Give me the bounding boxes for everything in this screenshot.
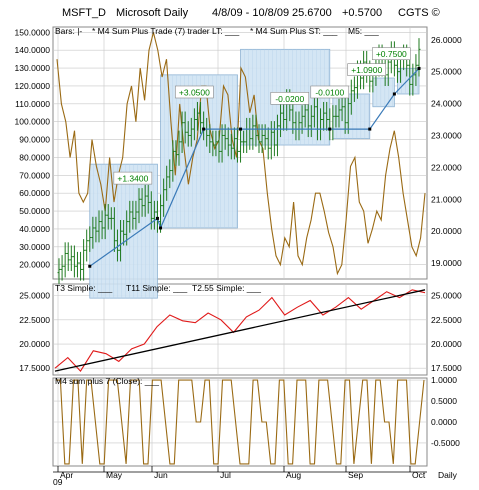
callout-box xyxy=(270,92,310,105)
x-tick-label: Jun xyxy=(154,470,168,480)
legend-m4-sum: M4 sum plus 7 (Close): ___ xyxy=(55,376,159,386)
x-tick-label: Sep xyxy=(348,470,363,480)
x-tick-label: Jul xyxy=(220,470,231,480)
chart-copyright: CGTS © xyxy=(398,7,440,19)
p2-right-tick: 25.0000 xyxy=(431,291,462,301)
chart-price-change: +0.5700 xyxy=(342,7,382,19)
p3-right-tick: 0.0000 xyxy=(431,417,457,427)
candles xyxy=(57,38,421,284)
trade-node xyxy=(328,127,332,131)
axis-ticks: 150.0000 140.0000 130.0000 120.0000 110.0000… xyxy=(15,27,462,448)
t-panel-series xyxy=(54,289,426,372)
trade-node xyxy=(417,66,421,70)
legend-t11: T11 Simple: ___ xyxy=(126,283,188,293)
callout-label: -0.0200 xyxy=(275,94,304,104)
trade-node xyxy=(155,216,159,220)
t11-line xyxy=(54,289,426,372)
p2-right-tick: 22.5000 xyxy=(431,315,462,325)
x-tick-label: Aug xyxy=(286,470,301,480)
left-tick-label: 90.0000 xyxy=(19,135,50,145)
t3-line xyxy=(54,289,426,372)
p2-left-tick: 20.0000 xyxy=(19,339,50,349)
legend-t3: T3 Simple: ___ xyxy=(55,283,112,293)
legend-t255: T2.55 Simple: ___ xyxy=(192,283,261,293)
right-tick-label: 22.0000 xyxy=(431,162,462,172)
trade-node xyxy=(392,92,396,96)
right-tick-label: 25.0000 xyxy=(431,67,462,77)
callout-box xyxy=(113,171,153,185)
legend-m4-trade: * M4 Sum Plus Trade (7) trader LT: ___ xyxy=(92,26,240,36)
right-tick-label: 19.0000 xyxy=(431,258,462,268)
chart-last-price: 25.6700 xyxy=(292,7,332,19)
chart-symbol: MSFT_D xyxy=(62,7,106,19)
legend-bars: Bars: |- xyxy=(55,26,82,36)
callout-box xyxy=(175,85,214,99)
trade-callouts: +1.3400 +3.0500 -0.0200 -0.0100 +1.0900 +0.75… xyxy=(113,47,411,185)
p2-left-tick: 22.5000 xyxy=(19,315,50,325)
left-tick-label: 120.0000 xyxy=(15,81,51,91)
trade-node xyxy=(202,127,206,131)
trade-node xyxy=(239,127,243,131)
grid-lines xyxy=(53,27,427,466)
x-axis: Apr May Jun Jul Aug Sep Oct xyxy=(53,466,427,480)
trade-node xyxy=(368,127,372,131)
left-tick-label: 70.0000 xyxy=(19,170,50,180)
right-tick-label: 20.0000 xyxy=(431,226,462,236)
p2-right-tick: 20.0000 xyxy=(431,339,462,349)
p2-left-tick: 25.0000 xyxy=(19,291,50,301)
right-tick-label: 23.0000 xyxy=(431,130,462,140)
p3-right-tick: 0.5000 xyxy=(431,396,457,406)
callout-label: +1.3400 xyxy=(117,174,148,184)
callout-label: +3.0500 xyxy=(179,87,210,97)
x-tick-label: Oct xyxy=(412,470,426,480)
right-tick-label: 26.0000 xyxy=(431,35,462,45)
p3-right-tick: -0.5000 xyxy=(431,438,460,448)
legend-m5: M5: ___ xyxy=(348,26,379,36)
p3-right-tick: 1.0000 xyxy=(431,375,457,385)
left-tick-label: 80.0000 xyxy=(19,152,50,162)
chart-date-range: 4/8/09 - 10/8/09 xyxy=(212,7,289,19)
p2-right-tick: 17.5000 xyxy=(431,363,462,373)
x-tick-label: May xyxy=(106,470,123,480)
left-tick-label: 40.0000 xyxy=(19,224,50,234)
right-tick-label: 24.0000 xyxy=(431,99,462,109)
callout-box xyxy=(372,47,411,61)
callout-label: +0.7500 xyxy=(376,49,407,59)
callout-box xyxy=(347,63,386,76)
x-axis-year: 09 xyxy=(53,477,63,487)
m4-panel-series xyxy=(56,379,425,465)
x-tick-label: Apr xyxy=(60,470,73,480)
chart-name: Microsoft Daily xyxy=(116,7,189,19)
right-tick-label: 21.0000 xyxy=(431,194,462,204)
callout-label: -0.0100 xyxy=(315,87,344,97)
trade-node xyxy=(88,264,92,268)
left-tick-label: 140.0000 xyxy=(15,45,51,55)
legend-m4-st: * M4 Sum Plus ST: ___ xyxy=(250,26,338,36)
left-tick-label: 150.0000 xyxy=(15,27,51,37)
callout-box xyxy=(310,85,350,99)
left-tick-label: 110.0000 xyxy=(15,99,50,109)
m4-sum-line xyxy=(56,379,425,465)
x-axis-period: Daily xyxy=(438,470,458,480)
left-tick-label: 100.0000 xyxy=(15,117,51,127)
callout-label: +1.0900 xyxy=(351,65,382,75)
left-tick-label: 30.0000 xyxy=(19,242,50,252)
trade-node xyxy=(159,226,163,230)
left-tick-label: 130.0000 xyxy=(15,63,51,73)
p2-left-tick: 17.5000 xyxy=(19,363,50,373)
left-tick-label: 20.0000 xyxy=(19,260,50,270)
left-tick-label: 60.0000 xyxy=(19,188,50,198)
trade-line xyxy=(88,66,421,268)
left-tick-label: 50.0000 xyxy=(19,206,50,216)
